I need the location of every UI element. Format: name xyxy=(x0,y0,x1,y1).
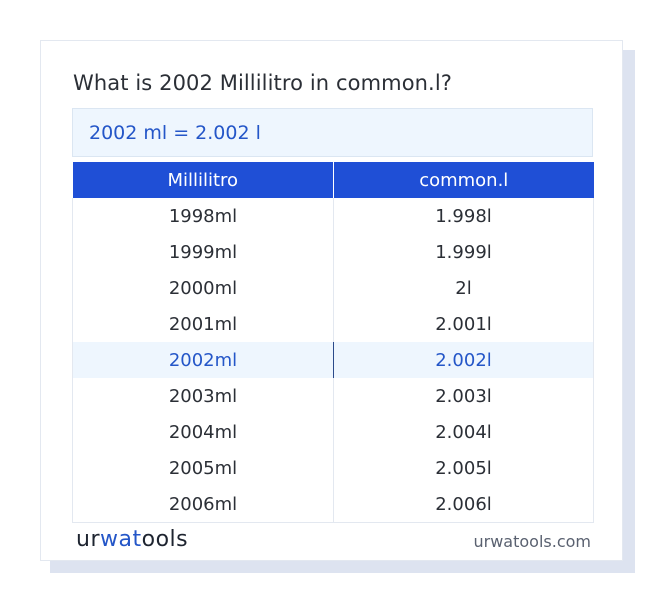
table-row: 1998ml 1.998l xyxy=(72,198,594,234)
ml-cell: 2003ml xyxy=(72,378,334,414)
ml-cell: 1999ml xyxy=(72,234,334,270)
converter-card: What is 2002 Millilitro in common.l? 200… xyxy=(40,40,623,561)
ml-cell: 1998ml xyxy=(72,198,334,234)
urwatools-logo[interactable]: urwatools xyxy=(76,527,188,552)
table-row: 1999ml 1.999l xyxy=(72,234,594,270)
page-title: What is 2002 Millilitro in common.l? xyxy=(73,71,453,95)
table-row: 2004ml 2.004l xyxy=(72,414,594,450)
l-cell: 1.999l xyxy=(333,234,594,270)
logo-text-part3: ools xyxy=(141,527,189,552)
table-row: 2006ml 2.006l xyxy=(72,486,594,523)
ml-cell: 2000ml xyxy=(72,270,334,306)
l-cell: 2l xyxy=(333,270,594,306)
result-box: 2002 ml = 2.002 l xyxy=(72,108,593,157)
ml-cell: 2001ml xyxy=(72,306,334,342)
table-header-row: Millilitro common.l xyxy=(72,162,594,198)
table-row: 2001ml 2.001l xyxy=(72,306,594,342)
table-row: 2000ml 2l xyxy=(72,270,594,306)
logo-text-part2: wat xyxy=(100,527,142,552)
site-link[interactable]: urwatools.com xyxy=(473,532,592,551)
logo-text-part1: ur xyxy=(76,527,100,552)
l-cell: 2.004l xyxy=(333,414,594,450)
l-cell: 2.002l xyxy=(333,342,594,378)
table-row-highlighted: 2002ml 2.002l xyxy=(72,342,594,378)
column-header-millilitro: Millilitro xyxy=(72,162,334,198)
l-cell: 2.003l xyxy=(333,378,594,414)
ml-cell: 2002ml xyxy=(72,342,334,378)
conversion-table: Millilitro common.l 1998ml 1.998l 1999ml… xyxy=(72,162,594,523)
ml-cell: 2004ml xyxy=(72,414,334,450)
ml-cell: 2006ml xyxy=(72,486,334,523)
table-row: 2005ml 2.005l xyxy=(72,450,594,486)
l-cell: 2.001l xyxy=(333,306,594,342)
result-text: 2002 ml = 2.002 l xyxy=(89,121,261,144)
l-cell: 2.006l xyxy=(333,486,594,523)
l-cell: 2.005l xyxy=(333,450,594,486)
ml-cell: 2005ml xyxy=(72,450,334,486)
table-row: 2003ml 2.003l xyxy=(72,378,594,414)
column-header-liter: common.l xyxy=(333,162,594,198)
l-cell: 1.998l xyxy=(333,198,594,234)
